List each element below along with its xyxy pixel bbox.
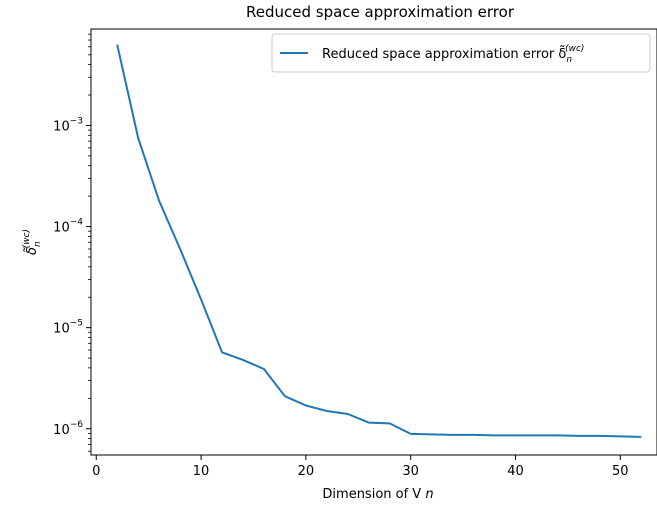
series-layer — [116, 44, 642, 438]
y-tick-label-1: 10−5 — [53, 319, 83, 337]
axes-frame — [90, 28, 657, 456]
x-tick-label-5: 50 — [612, 464, 629, 479]
y-axis-ticks: 10−6 10−5 10−4 10−3 — [53, 33, 91, 452]
chart-title: Reduced space approximation error — [246, 3, 515, 21]
x-tick-label-4: 40 — [507, 464, 524, 479]
y-tick-label-3: 10−3 — [53, 116, 83, 134]
legend: Reduced space approximation error δ̃n(wc… — [271, 33, 651, 73]
x-tick-label-0: 0 — [92, 464, 100, 479]
x-tick-label-3: 30 — [402, 464, 419, 479]
x-tick-label-1: 10 — [193, 464, 210, 479]
legend-box — [271, 33, 651, 73]
y-tick-label-2: 10−4 — [53, 218, 83, 236]
y-tick-label-0: 10−6 — [53, 420, 83, 438]
x-tick-label-2: 20 — [298, 464, 315, 479]
plot-area: 0 10 20 30 40 50 10−6 10−5 10−4 10−3 — [53, 28, 657, 479]
legend-label-series-0: Reduced space approximation error δ̃n(wc… — [322, 44, 584, 65]
x-axis-ticks: 0 10 20 30 40 50 — [92, 455, 629, 479]
series-line-0 — [116, 44, 642, 438]
svg-text:δ̃n(wc): δ̃n(wc) — [22, 229, 43, 255]
x-axis-label: Dimension of V n — [322, 487, 433, 502]
y-axis-label: δ̃n(wc) — [22, 229, 43, 255]
